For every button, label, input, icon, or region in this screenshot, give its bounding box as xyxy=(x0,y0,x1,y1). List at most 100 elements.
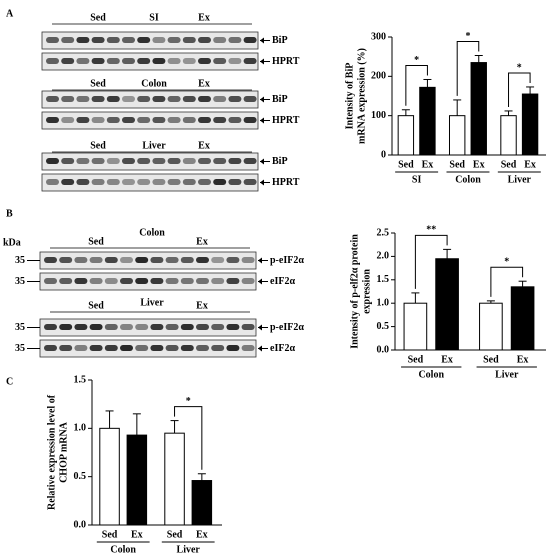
blot-band xyxy=(152,117,166,123)
blot-band xyxy=(211,324,225,330)
blot-band xyxy=(243,117,257,123)
group-label: Liver xyxy=(495,369,519,380)
blot-band xyxy=(198,158,211,164)
blot-band xyxy=(91,96,105,102)
blot-band xyxy=(74,257,88,263)
blot-band xyxy=(76,96,90,102)
blot-band xyxy=(228,58,242,64)
blot-band xyxy=(122,117,135,123)
blot-treatment: Ex xyxy=(198,12,210,23)
blot-band xyxy=(226,324,240,330)
bar xyxy=(126,434,148,526)
y-tick-label: 1.0 xyxy=(74,423,87,434)
blot-band xyxy=(241,278,255,284)
blot-band xyxy=(167,179,181,185)
blot-band xyxy=(46,58,59,64)
blot-band xyxy=(61,179,75,185)
y-tick-label: 2.5 xyxy=(377,227,390,238)
blot-band xyxy=(91,117,105,123)
blot-band xyxy=(165,324,179,330)
y-tick-label: 0 xyxy=(381,149,386,160)
group-label: Colon xyxy=(455,174,481,185)
blot-band xyxy=(137,179,151,185)
arrow-head xyxy=(258,278,262,285)
blot-band xyxy=(106,37,120,43)
size-label: 35 xyxy=(15,343,25,354)
blot-band xyxy=(74,278,88,284)
bar xyxy=(470,62,487,156)
blot-band xyxy=(104,345,118,351)
blot-band xyxy=(228,37,242,43)
arrow-head xyxy=(260,37,264,44)
blot-band xyxy=(152,37,166,43)
blot-band xyxy=(167,96,181,102)
blot-band xyxy=(198,117,211,123)
significance-bracket xyxy=(414,234,448,289)
y-tick-label: 0.5 xyxy=(377,321,390,332)
x-tick-label: Ex xyxy=(517,354,529,365)
bar xyxy=(435,258,459,351)
blot-band xyxy=(165,278,179,284)
x-tick-label: Sed xyxy=(449,159,465,170)
arrow-head xyxy=(258,345,262,352)
x-tick-label: Ex xyxy=(422,159,434,170)
blot-band xyxy=(122,58,135,64)
significance-bracket xyxy=(490,266,524,297)
blot-tissue: SI xyxy=(149,12,159,23)
blot-band xyxy=(91,58,105,64)
blot-band xyxy=(122,158,135,164)
blot-band xyxy=(196,257,209,263)
x-tick-label: Sed xyxy=(167,529,183,540)
blot-band xyxy=(226,345,240,351)
blot-band xyxy=(135,324,149,330)
blot-band xyxy=(137,58,151,64)
blot-band xyxy=(150,278,164,284)
blot-group: Sed xyxy=(88,236,104,247)
y-tick-label: 2.0 xyxy=(377,251,390,262)
y-tick-label: 100 xyxy=(371,110,386,121)
bar xyxy=(191,480,213,526)
blot-band xyxy=(243,96,257,102)
blot-band xyxy=(76,179,90,185)
blot-band xyxy=(46,96,59,102)
blot-band xyxy=(91,37,105,43)
bar xyxy=(164,432,185,526)
blot-band xyxy=(120,324,133,330)
blot-band xyxy=(198,58,211,64)
blot-band xyxy=(89,345,103,351)
blot-band xyxy=(211,345,225,351)
x-tick-label: Sed xyxy=(483,354,499,365)
blot-band xyxy=(106,58,120,64)
size-label: 35 xyxy=(15,276,25,287)
panel-label: A xyxy=(6,8,14,19)
blot-band xyxy=(122,96,135,102)
blot-band xyxy=(137,37,151,43)
significance-bracket xyxy=(405,64,428,106)
blot-row-label: p-eIF2α xyxy=(270,255,304,266)
blot-band xyxy=(135,345,149,351)
blot-band xyxy=(182,96,196,102)
blot-band xyxy=(76,158,90,164)
blot-band xyxy=(243,179,257,185)
x-tick-label: Sed xyxy=(102,529,118,540)
blot-band xyxy=(196,278,209,284)
blot-band xyxy=(196,345,209,351)
blot-band xyxy=(44,257,57,263)
significance-label: * xyxy=(186,396,191,407)
blot-band xyxy=(243,158,257,164)
blot-band xyxy=(106,96,120,102)
blot-band xyxy=(152,158,166,164)
blot-band xyxy=(106,179,120,185)
significance-bracket xyxy=(456,40,480,96)
significance-bracket xyxy=(174,406,203,470)
arrow-head xyxy=(258,257,262,264)
blot-treatment: Ex xyxy=(198,78,210,89)
blot-band xyxy=(120,257,133,263)
y-tick-label: 1.5 xyxy=(377,274,390,285)
arrow-head xyxy=(260,58,264,65)
significance-label: ** xyxy=(426,225,436,236)
blot-row-label: HPRT xyxy=(272,177,300,188)
panel-label: B xyxy=(6,208,13,219)
blot-band xyxy=(120,278,133,284)
group-label: Colon xyxy=(418,369,444,380)
